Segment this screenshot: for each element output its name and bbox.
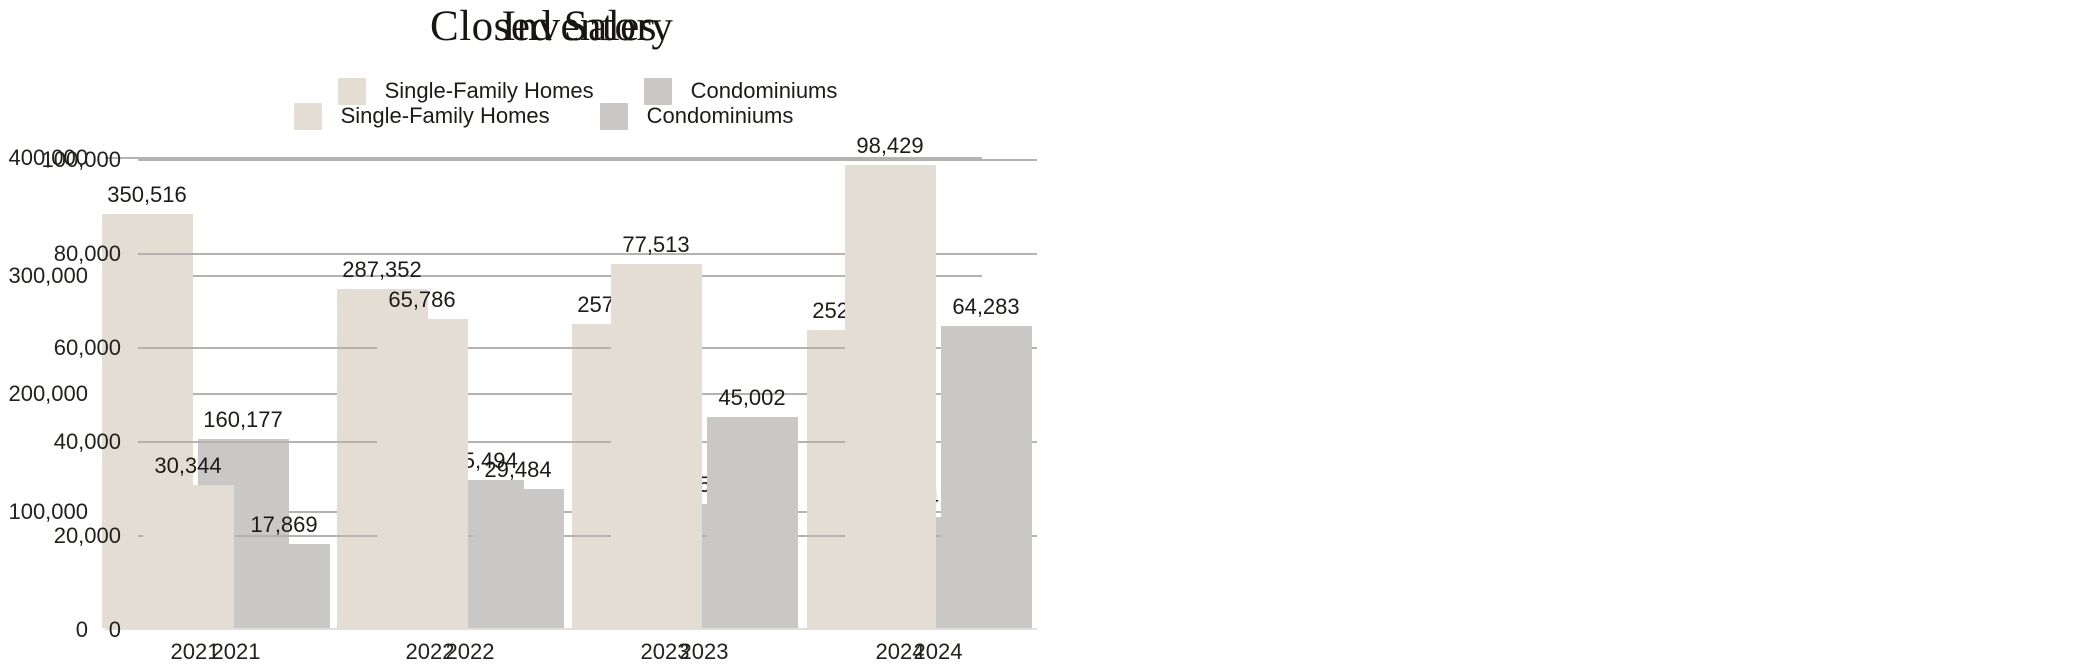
bar-value-label: 77,513 (622, 231, 690, 257)
bar-value-label: 29,484 (484, 457, 552, 483)
inventory-chart: Inventory Single-Family Homes Condominiu… (41, 3, 1037, 664)
gridline (138, 253, 1037, 255)
gridline (138, 347, 1037, 349)
chart-title: Closed Sales (430, 3, 657, 50)
legend-label-condominiums: Condominiums (646, 103, 794, 128)
chart-title: Inventory (501, 3, 674, 50)
bar-single-family-homes (142, 485, 234, 628)
bar-condominiums (238, 544, 330, 628)
y-axis-tick-label: 0 (108, 617, 121, 642)
x-axis-category-label: 2024 (875, 639, 925, 664)
x-axis-category-label: 2023 (640, 639, 690, 664)
x-axis-line (138, 628, 1037, 630)
bar-value-label: 30,344 (154, 453, 222, 479)
gridline (105, 275, 982, 277)
y-axis-tick-label: 60,000 (53, 335, 121, 360)
legend-label-single-family-homes: Single-Family Homes (340, 103, 550, 128)
gridline (105, 393, 982, 395)
chart-legend: Single-Family Homes Condominiums (105, 102, 982, 130)
legend-item-single-family-homes: Single-Family Homes (337, 77, 594, 105)
y-axis-tick-label: 100,000 (41, 147, 121, 172)
legend-item-condominiums: Condominiums (599, 102, 794, 130)
bar-single-family-homes (376, 318, 468, 628)
legend-swatch-condominiums (599, 102, 628, 130)
legend-label-condominiums: Condominiums (690, 78, 838, 103)
bar-condominiums (940, 325, 1032, 628)
x-axis-category-label: 2022 (405, 639, 455, 664)
legend-swatch-single-family-homes (293, 102, 322, 130)
bar-single-family-homes (844, 165, 936, 628)
legend-swatch-single-family-homes (337, 77, 366, 105)
bar-value-label: 45,002 (718, 384, 786, 410)
legend-item-single-family-homes: Single-Family Homes (293, 102, 550, 130)
y-axis-tick-label: 300,000 (8, 263, 88, 288)
x-axis-category-label: 2022 (445, 639, 495, 664)
gridline (138, 535, 1037, 537)
y-axis-tick-label: 80,000 (53, 241, 121, 266)
legend-item-condominiums: Condominiums (643, 77, 838, 105)
bar-value-label: 98,429 (856, 133, 924, 159)
x-axis-category-label: 2021 (211, 639, 261, 664)
bar-value-label: 17,869 (250, 512, 318, 538)
bar-value-label: 64,283 (952, 293, 1020, 319)
plot-area: 30,344 17,869 65,786 29,484 77,513 45,002 98,4… (138, 134, 1037, 630)
y-axis-tick-label: 20,000 (53, 523, 121, 548)
y-axis-tick-label: 400,000 (8, 145, 88, 170)
bar-condominiums (472, 489, 564, 628)
y-axis-tick-label: 0 (75, 617, 88, 642)
y-axis-tick-label: 100,000 (8, 499, 88, 524)
x-axis-category-label: 2024 (913, 639, 963, 664)
x-axis-category-label: 2023 (679, 639, 729, 664)
bar-value-label: 287,352 (342, 256, 422, 282)
y-axis-tick-label: 40,000 (53, 429, 121, 454)
bar-condominiums (706, 416, 798, 628)
bar-value-label: 65,786 (388, 286, 456, 312)
chart-legend: Single-Family Homes Condominiums (138, 77, 1037, 105)
legend-swatch-condominiums (643, 77, 672, 105)
gridline (138, 441, 1037, 443)
gridline (105, 157, 982, 159)
gridline (138, 159, 1037, 161)
bar-single-family-homes (610, 263, 702, 628)
y-axis-tick-label: 200,000 (8, 381, 88, 406)
x-axis-category-label: 2021 (170, 639, 220, 664)
legend-label-single-family-homes: Single-Family Homes (384, 78, 594, 103)
bar-value-label: 350,516 (107, 182, 187, 208)
bar-value-label: 160,177 (203, 407, 283, 432)
